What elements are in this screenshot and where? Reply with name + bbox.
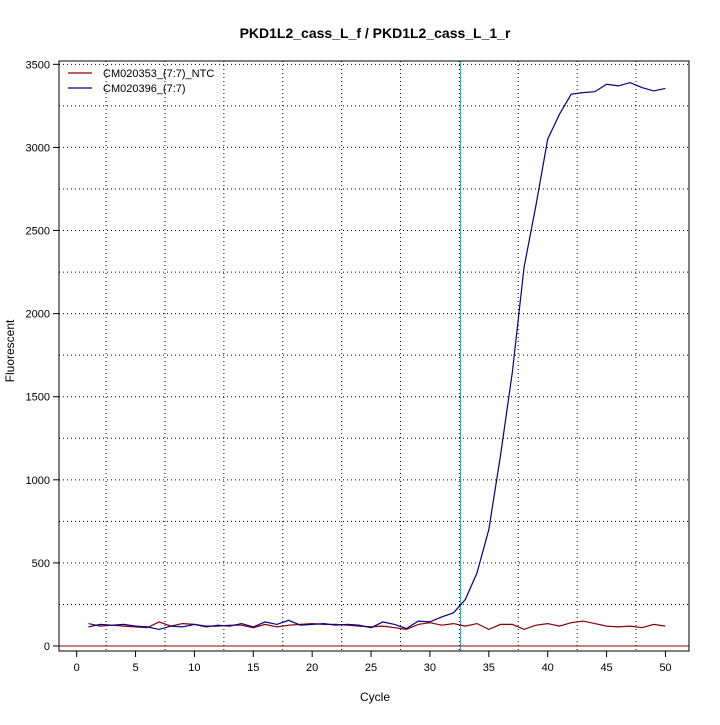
y-tick-label: 3000 — [26, 142, 50, 154]
axes: 0 5 10 15 20 25 30 35 40 45 5005001000150020002500… — [26, 59, 672, 674]
x-tick-label: 15 — [247, 662, 259, 674]
x-tick-label: 0 — [74, 662, 80, 674]
plot-frame — [58, 60, 690, 652]
y-tick-label: 0 — [44, 641, 50, 653]
y-tick-label: 3500 — [26, 59, 50, 71]
y-axis-label: Fluorescent — [3, 319, 17, 382]
grid-lines — [59, 61, 689, 651]
series-lines — [59, 61, 689, 651]
x-tick-label: 50 — [659, 662, 671, 674]
x-tick-label: 30 — [424, 662, 436, 674]
series-line-1 — [88, 620, 666, 631]
x-tick-label: 45 — [600, 662, 612, 674]
x-tick-label: 10 — [188, 662, 200, 674]
x-tick-label: 20 — [306, 662, 318, 674]
x-tick-label: 5 — [132, 662, 138, 674]
x-tick-label: 35 — [483, 662, 495, 674]
y-tick-label: 1500 — [26, 392, 50, 404]
chart-title: PKD1L2_cass_L_f / PKD1L2_cass_L_1_r — [240, 25, 511, 41]
x-tick-label: 40 — [542, 662, 554, 674]
x-axis-label: Cycle — [360, 690, 390, 704]
series-line-2 — [88, 81, 666, 631]
y-tick-label: 1000 — [26, 475, 50, 487]
y-tick-label: 2500 — [26, 226, 50, 238]
legend-label-1: CM020353_(7:7)_NTC — [103, 68, 214, 80]
legend: CM020353_(7:7)_NTC CM020396_(7:7) — [68, 68, 214, 95]
y-tick-label: 500 — [32, 558, 50, 570]
x-tick-label: 25 — [365, 662, 377, 674]
legend-label-2: CM020396_(7:7) — [103, 83, 186, 95]
y-tick-label: 2000 — [26, 309, 50, 321]
